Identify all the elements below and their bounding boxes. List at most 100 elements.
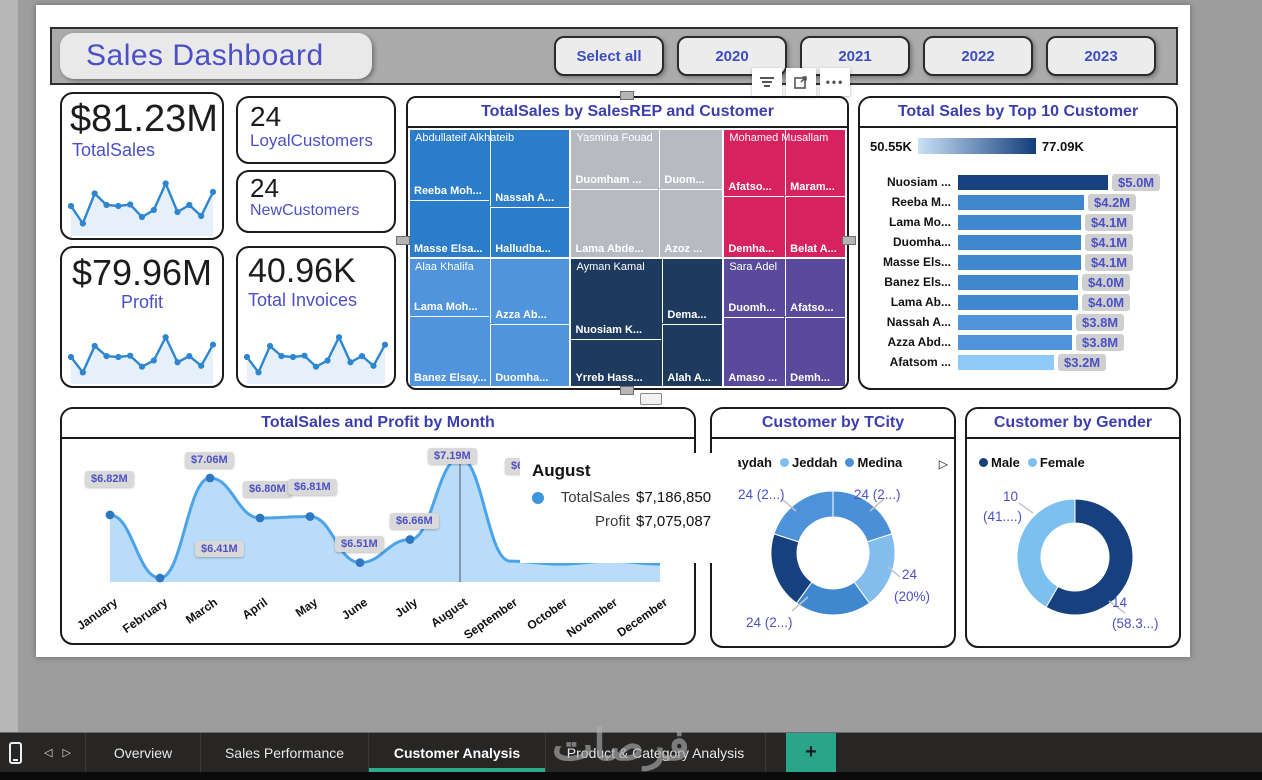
treemap-cell[interactable]: Afatso... — [724, 130, 785, 195]
legend-item-jeddah[interactable]: Jeddah — [779, 455, 837, 470]
kpi-card-loyal-customers[interactable]: 24 LoyalCustomers — [236, 96, 396, 164]
kpi-card-new-customers[interactable]: 24 NewCustomers — [236, 170, 396, 233]
treemap-cell[interactable]: Duomh... — [724, 259, 785, 317]
treemap-group-2[interactable]: Yasmina Fouad Duomham ... Duom... Lama Abde… — [571, 130, 723, 257]
treemap-cell[interactable]: Nuosiam K... — [571, 259, 662, 338]
treemap-cell[interactable]: Reeba Moh... — [410, 130, 490, 199]
treemap-cell[interactable]: Nassah A... — [490, 130, 570, 207]
focus-mode-icon[interactable] — [786, 68, 816, 96]
bar-fill[interactable] — [958, 294, 1078, 310]
treemap-cell-label: Afatso... — [790, 302, 834, 315]
bar-fill[interactable] — [958, 254, 1081, 270]
legend-item-medina[interactable]: Medina — [845, 455, 902, 470]
data-point-dot[interactable] — [255, 513, 265, 523]
add-page-button[interactable]: + — [786, 733, 836, 772]
tcity-donut-chart[interactable]: Customer by TCity Buraydah Jeddah Medina ▷… — [710, 407, 956, 648]
data-point-dot[interactable] — [355, 558, 365, 568]
treemap-cell[interactable]: Duomha... — [490, 323, 570, 386]
treemap-group-1[interactable]: Abdullateif Alkhateib Reeba Moh... Nassah … — [410, 130, 570, 257]
gender-donut-chart[interactable]: Customer by Gender Male Female 10 (41....)… — [965, 407, 1181, 648]
tab-customer-analysis[interactable]: Customer Analysis — [369, 733, 546, 772]
treemap-cell[interactable]: Amaso ... — [724, 317, 785, 386]
data-point-dot[interactable] — [305, 512, 315, 521]
sparkline-dot — [186, 201, 193, 209]
treemap-cell[interactable]: Dema... — [662, 259, 723, 323]
treemap-group-label: Yasmina Fouad — [576, 132, 653, 144]
selection-handle-bottom[interactable] — [620, 386, 634, 395]
treemap-group-6[interactable]: Sara Adel Duomh... Afatso... Amaso ... Demh.… — [724, 259, 845, 386]
treemap-cell[interactable]: Demha... — [724, 195, 785, 257]
treemap-cell[interactable]: Banez Elsay... — [410, 315, 490, 386]
treemap-group-3[interactable]: Mohamed Musallam Afatso... Maram... Demha..… — [724, 130, 845, 257]
treemap-cell[interactable]: Azza Ab... — [490, 259, 570, 323]
data-point-dot[interactable] — [405, 535, 415, 544]
bar-fill[interactable] — [958, 274, 1078, 290]
tab-sales-performance[interactable]: Sales Performance — [201, 733, 369, 772]
mobile-view-icon[interactable] — [0, 733, 30, 772]
tab-product-category-analysis[interactable]: Product & Category Analysis — [546, 733, 766, 772]
more-options-icon[interactable]: ••• — [820, 68, 850, 96]
donut-slice-2[interactable] — [1016, 498, 1076, 608]
tab-overview[interactable]: Overview — [86, 733, 201, 772]
treemap-cell[interactable]: Alah A... — [662, 323, 723, 386]
treemap-cell-label: Banez Elsay... — [414, 371, 487, 384]
data-label-pill: $6.41M — [195, 541, 244, 557]
filter-icon[interactable] — [752, 68, 782, 96]
bar-category-label: Lama Ab... — [890, 295, 951, 309]
bar-fill[interactable] — [958, 234, 1081, 250]
bar-fill[interactable] — [958, 334, 1072, 350]
bar-fill[interactable] — [958, 194, 1084, 210]
donut-slice-1[interactable] — [1045, 498, 1134, 616]
treemap-cell[interactable]: Demh... — [785, 317, 845, 386]
leader-line — [781, 498, 797, 512]
treemap-cell[interactable]: Maram... — [785, 130, 845, 195]
bar-fill[interactable] — [958, 314, 1072, 330]
treemap-cell[interactable]: Lama Moh... — [410, 259, 490, 315]
sparkline-dot — [91, 190, 98, 197]
bar-fill[interactable] — [958, 354, 1054, 370]
legend-item-female[interactable]: Female — [1027, 455, 1085, 470]
year-button-2021[interactable]: 2021 — [800, 36, 910, 76]
year-button-2022[interactable]: 2022 — [923, 36, 1033, 76]
selection-handle-left[interactable] — [396, 236, 410, 245]
treemap-cell[interactable]: Lama Abde... — [571, 189, 659, 257]
data-point-dot[interactable] — [205, 473, 215, 483]
visual-drag-handle-icon[interactable] — [640, 393, 662, 405]
treemap-cell[interactable]: Belat A... — [785, 195, 845, 257]
data-point-dot[interactable] — [105, 510, 115, 520]
data-point-dot[interactable] — [155, 573, 165, 583]
gender-donut[interactable] — [967, 409, 1179, 646]
treemap-cell[interactable]: Halludba... — [490, 207, 570, 257]
treemap-cell[interactable]: Duom... — [659, 130, 723, 189]
kpi-card-profit[interactable]: $79.96M Profit — [60, 246, 224, 388]
treemap-cell[interactable]: Yrreb Hass... — [571, 338, 662, 386]
treemap-cell[interactable]: Afatso... — [785, 259, 845, 317]
selection-handle-right[interactable] — [842, 236, 856, 245]
prev-page-arrow-icon[interactable]: ◁ — [44, 747, 53, 759]
next-page-arrow-icon[interactable]: ▷ — [62, 747, 71, 759]
slice-data-label: 24 — [902, 567, 918, 582]
legend-item-male[interactable]: Male — [979, 455, 1020, 470]
treemap-cell[interactable]: Masse Elsa... — [410, 199, 490, 257]
treemap-cell-label: Azza Ab... — [495, 308, 547, 321]
treemap-group-4[interactable]: Alaa Khalifa Lama Moh... Azza Ab... Banez E… — [410, 259, 570, 386]
year-button-2023[interactable]: 2023 — [1046, 36, 1156, 76]
bar-fill[interactable] — [958, 214, 1081, 230]
kpi-card-total-invoices[interactable]: 40.96K Total Invoices — [236, 246, 396, 388]
color-scale-gradient — [917, 138, 1036, 154]
top10-bar-chart[interactable]: Total Sales by Top 10 Customer 50.55K 77… — [858, 96, 1178, 390]
kpi-card-total-sales[interactable]: $81.23M TotalSales — [60, 92, 224, 240]
bar-fill[interactable] — [958, 174, 1108, 190]
legend-next-arrow-icon[interactable]: ▷ — [938, 457, 948, 471]
donut-slice-5[interactable] — [773, 490, 834, 543]
selection-handle-top[interactable] — [620, 91, 634, 100]
year-button-2020[interactable]: 2020 — [677, 36, 787, 76]
legend-dot — [845, 458, 855, 467]
treemap-group-5[interactable]: Ayman Kamal Nuosiam K... Dema... Yrreb Hass… — [571, 259, 723, 386]
tcity-donut[interactable] — [712, 409, 954, 646]
legend-dot — [779, 458, 789, 467]
select-all-button[interactable]: Select all — [554, 36, 664, 76]
treemap-cell[interactable]: Azoz ... — [659, 189, 723, 257]
treemap-cell[interactable]: Duomham ... — [571, 130, 659, 189]
treemap-visual[interactable]: TotalSales by SalesREP and Customer Abdu… — [406, 96, 849, 390]
